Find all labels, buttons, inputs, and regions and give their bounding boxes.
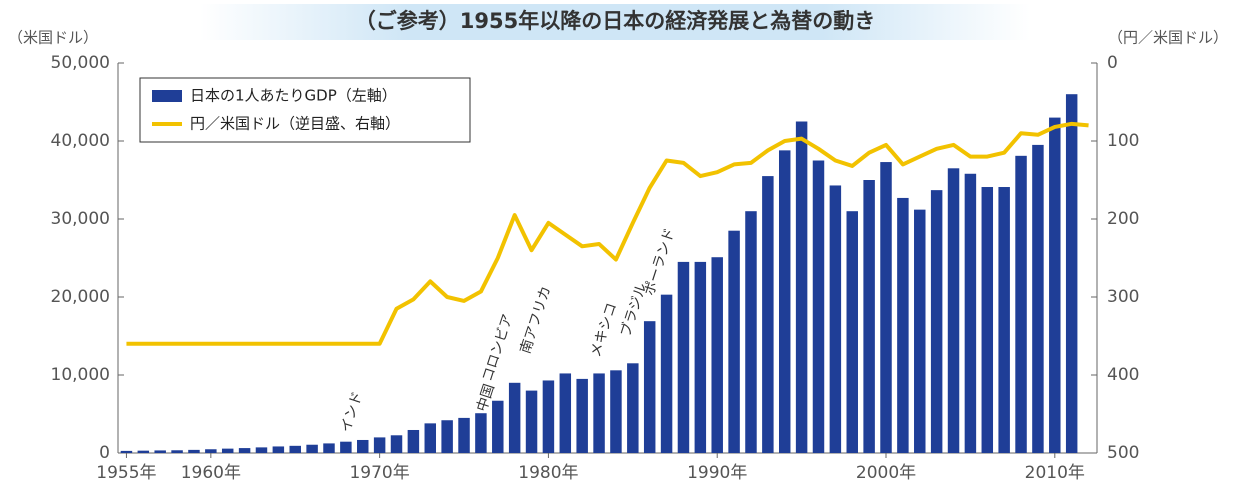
- bar: [711, 257, 723, 453]
- bar: [238, 448, 251, 453]
- annotation: インド: [338, 390, 366, 435]
- bar: [407, 429, 420, 453]
- y2-tick-label: 500: [1107, 443, 1139, 463]
- x-tick-label: 1960年: [181, 463, 241, 483]
- bar: [863, 180, 875, 453]
- bar: [880, 162, 892, 453]
- x-tick-label: 1990年: [687, 463, 747, 483]
- legend-swatch: [152, 90, 182, 102]
- bar: [1049, 117, 1061, 453]
- bar: [475, 413, 487, 453]
- annotation: 南アフリカ: [518, 284, 555, 356]
- y2-axis-label: （円／米国ドル）: [1108, 29, 1228, 47]
- y-tick-label: 0: [99, 443, 110, 463]
- y2-tick-label: 100: [1107, 131, 1139, 151]
- bar: [728, 230, 740, 453]
- y-tick-label: 50,000: [51, 53, 110, 73]
- bar: [964, 173, 977, 453]
- legend-label: 日本の1人あたりGDP（左軸）: [190, 87, 397, 105]
- y2-tick-label: 300: [1107, 287, 1139, 307]
- bar: [390, 435, 403, 453]
- bar: [542, 380, 555, 453]
- bar: [1015, 155, 1027, 453]
- title-banner: [200, 4, 1030, 40]
- bar: [694, 261, 707, 453]
- bar: [812, 160, 825, 453]
- bar: [441, 420, 453, 453]
- bar: [981, 187, 994, 453]
- bar: [458, 417, 470, 453]
- bar: [627, 363, 639, 453]
- y-tick-label: 30,000: [51, 209, 110, 229]
- bar: [357, 439, 369, 453]
- bar: [576, 378, 588, 453]
- bar: [272, 446, 285, 453]
- chart-title: （ご参考）1955年以降の日本の経済発展と為替の動き: [355, 9, 875, 33]
- legend-label: 円／米国ドル（逆目盛、右軸）: [190, 115, 400, 133]
- bar: [930, 190, 943, 453]
- bar: [998, 187, 1010, 453]
- bar: [795, 121, 808, 453]
- y-axis-label: （米国ドル）: [8, 29, 98, 47]
- line: [126, 121, 1089, 346]
- bar: [492, 400, 504, 453]
- bar: [593, 373, 605, 453]
- y-tick-label: 20,000: [51, 287, 110, 307]
- y2-tick-label: 0: [1107, 53, 1118, 73]
- bar: [323, 443, 335, 453]
- bar: [188, 449, 200, 453]
- annotation: ポーランド: [642, 226, 679, 298]
- y-tick-label: 40,000: [51, 131, 110, 151]
- bar: [1032, 144, 1044, 453]
- legend-box: [139, 77, 471, 143]
- y2-tick-label: 400: [1107, 365, 1139, 385]
- y2-tick-label: 200: [1107, 209, 1139, 229]
- bar: [677, 261, 690, 453]
- x-tick-label: 2000年: [856, 463, 916, 483]
- annotation: コロンビア: [480, 312, 517, 384]
- bar: [137, 450, 150, 453]
- bar: [643, 321, 656, 453]
- bar: [897, 197, 909, 453]
- bar: [171, 450, 183, 453]
- y-tick-label: 10,000: [51, 365, 110, 385]
- bar: [559, 373, 572, 453]
- bar: [120, 450, 133, 453]
- bar: [221, 448, 234, 453]
- bar: [205, 449, 217, 453]
- x-tick-label: 1970年: [349, 463, 409, 483]
- bar: [289, 445, 301, 453]
- bar: [762, 176, 774, 453]
- bar: [914, 209, 926, 453]
- x-tick-label: 1980年: [518, 463, 578, 483]
- bar: [745, 211, 757, 453]
- bar: [508, 382, 521, 453]
- bar: [1065, 94, 1078, 453]
- bar: [306, 444, 318, 453]
- bar: [846, 211, 858, 453]
- bar: [660, 294, 673, 453]
- bar: [340, 441, 352, 453]
- bar: [255, 447, 268, 453]
- bar: [778, 150, 791, 454]
- bar: [424, 423, 437, 453]
- bar: [947, 168, 960, 454]
- annotation: メキシコ: [588, 301, 621, 359]
- bar: [373, 437, 386, 453]
- x-tick-label: 1955年: [96, 463, 156, 483]
- bar: [610, 370, 622, 453]
- bar: [154, 450, 166, 453]
- bar: [829, 185, 842, 453]
- x-tick-label: 2010年: [1025, 463, 1085, 483]
- bar: [525, 390, 538, 453]
